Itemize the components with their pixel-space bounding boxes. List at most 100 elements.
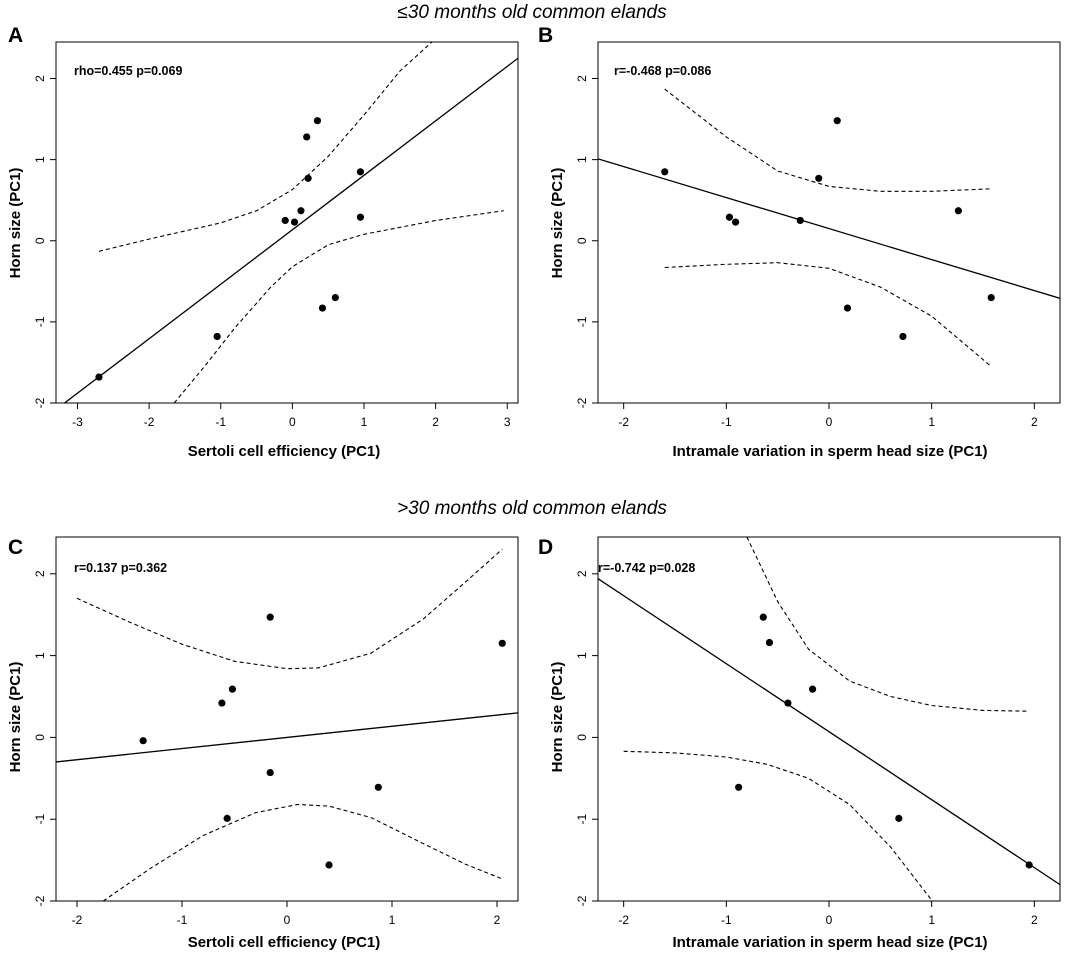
data-point-d — [1025, 861, 1033, 869]
panel-letter-c: C — [8, 536, 23, 559]
regression-line-d — [598, 578, 1060, 886]
data-point-b — [899, 332, 907, 341]
data-point-a — [313, 117, 322, 125]
stat-label-a: rho=0.455 p=0.069 — [74, 64, 182, 78]
panel-b: B r=-0.468 p=0.086 Intramale variation i… — [538, 24, 1061, 460]
stat-label-b: r=-0.468 p=0.086 — [614, 64, 711, 78]
data-point-d — [759, 613, 767, 621]
data-point-b — [815, 174, 823, 182]
x-tick-label-a: 3 — [504, 415, 511, 429]
panel-d: D r=-0.742 p=0.028 Intramale variation i… — [538, 536, 1061, 951]
data-point-b — [843, 304, 852, 312]
x-tick-label-b: 1 — [928, 415, 935, 429]
y-axis-title-b: Horn size (PC1) — [549, 168, 566, 279]
data-point-a — [213, 332, 221, 341]
regression-line-c — [56, 712, 518, 763]
data-point-c — [139, 737, 147, 745]
ci-upper-line-b — [664, 88, 992, 192]
x-tick-label-c: 2 — [494, 913, 501, 927]
data-point-a — [297, 207, 305, 215]
data-point-a — [95, 373, 103, 381]
y-tick-label-d: -2 — [575, 895, 589, 906]
section-title-old: >30 months old common elands — [397, 498, 667, 519]
plot-area-d — [598, 537, 1060, 901]
data-point-b — [661, 168, 669, 176]
data-point-a — [290, 218, 299, 226]
data-point-a — [331, 293, 339, 302]
y-tick-label-c: -2 — [33, 895, 47, 906]
data-point-a — [303, 133, 311, 141]
x-tick-label-b: -2 — [618, 415, 629, 429]
y-tick-label-a: 0 — [33, 237, 47, 244]
data-point-c — [325, 861, 333, 869]
stat-label-c: r=0.137 p=0.362 — [74, 561, 167, 575]
ci-lower-line-a — [173, 210, 504, 403]
y-tick-label-c: -1 — [33, 814, 47, 825]
data-point-b — [725, 213, 734, 221]
x-tick-label-a: 0 — [289, 415, 296, 429]
x-tick-label-a: -2 — [144, 415, 155, 429]
y-tick-label-b: 1 — [575, 156, 589, 163]
y-tick-label-b: -2 — [575, 397, 589, 408]
plot-area-b — [598, 88, 1060, 367]
y-tick-label-b: -1 — [575, 316, 589, 327]
data-point-d — [784, 699, 792, 707]
data-point-a — [281, 216, 289, 225]
x-tick-label-d: 1 — [928, 913, 935, 927]
y-axis-title-d: Horn size (PC1) — [549, 662, 566, 773]
stat-label-d: r=-0.742 p=0.028 — [598, 561, 695, 575]
plot-area-a — [63, 42, 518, 403]
panel-letter-a: A — [8, 24, 23, 47]
data-point-a — [356, 213, 365, 221]
x-tick-label-c: -2 — [72, 913, 83, 927]
x-tick-label-a: 2 — [432, 415, 439, 429]
panel-c: C r=0.137 p=0.362 Sertoli cell efficienc… — [7, 536, 519, 951]
x-tick-label-b: -1 — [721, 415, 732, 429]
y-axis-title-c: Horn size (PC1) — [7, 662, 24, 773]
y-tick-label-a: -2 — [33, 397, 47, 408]
y-tick-label-a: 2 — [33, 75, 47, 82]
panel-letter-d: D — [538, 536, 553, 559]
ci-upper-line-d — [746, 537, 1030, 712]
data-point-a — [356, 168, 365, 176]
y-tick-label-d: 2 — [575, 570, 589, 577]
y-tick-label-b: 2 — [575, 75, 589, 82]
y-tick-label-c: 1 — [33, 652, 47, 659]
data-point-c — [266, 768, 274, 777]
y-tick-label-a: -1 — [33, 316, 47, 327]
y-tick-label-c: 0 — [33, 734, 47, 741]
x-tick-label-b: 0 — [826, 415, 833, 429]
regression-line-a — [63, 57, 518, 403]
data-point-b — [987, 293, 995, 302]
y-tick-label-b: 0 — [575, 237, 589, 244]
data-point-c — [218, 699, 226, 707]
x-tick-label-c: 0 — [284, 913, 291, 927]
data-point-b — [731, 218, 740, 226]
x-tick-label-b: 2 — [1031, 415, 1038, 429]
data-point-c — [374, 783, 382, 791]
y-tick-label-a: 1 — [33, 156, 47, 163]
ci-upper-line-a — [98, 42, 433, 252]
regression-line-b — [598, 158, 1060, 299]
data-point-d — [895, 814, 903, 822]
x-tick-label-a: -1 — [215, 415, 226, 429]
y-tick-label-d: -1 — [575, 814, 589, 825]
x-tick-label-d: 0 — [826, 913, 833, 927]
y-axis-title-a: Horn size (PC1) — [7, 168, 24, 279]
data-point-b — [954, 207, 962, 215]
ci-upper-line-c — [76, 548, 503, 670]
x-tick-label-c: 1 — [389, 913, 396, 927]
x-tick-label-a: 1 — [361, 415, 368, 429]
section-title-young: ≤30 months old common elands — [397, 2, 667, 23]
panel-a: A rho=0.455 p=0.069 Sertoli cell efficie… — [7, 24, 519, 460]
data-point-c — [223, 814, 231, 822]
x-axis-title-c: Sertoli cell efficiency (PC1) — [188, 934, 381, 951]
data-point-d — [808, 685, 817, 693]
data-point-d — [765, 638, 774, 647]
y-tick-label-d: 0 — [575, 734, 589, 741]
data-point-a — [304, 174, 312, 182]
ci-lower-line-d — [623, 750, 933, 901]
data-point-b — [796, 216, 804, 225]
data-point-d — [735, 783, 743, 791]
